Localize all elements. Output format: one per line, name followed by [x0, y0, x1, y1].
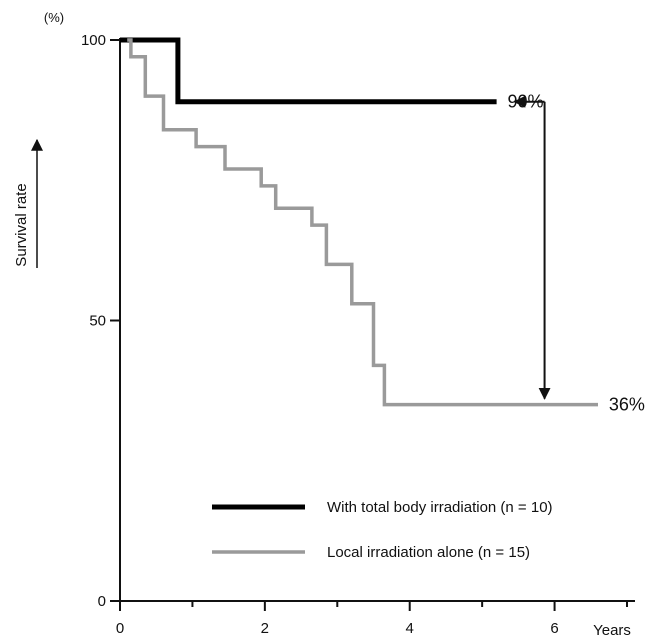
- y-tick-label-50: 50: [89, 313, 106, 330]
- legend-label-1: With total body irradiation (n = 10): [327, 499, 553, 516]
- series-line-1: [120, 37, 497, 105]
- series-line-2: [127, 38, 598, 407]
- y-tick-label-0: 0: [98, 593, 106, 610]
- annotation-label-2: 36%: [609, 395, 645, 415]
- legend-label-2: Local irradiation alone (n = 15): [327, 544, 530, 561]
- x-unit-label: Years: [593, 622, 631, 639]
- y-tick-label-100: 100: [81, 32, 106, 49]
- y-axis-title: Survival rate: [13, 183, 30, 266]
- x-tick-label-4: 4: [406, 620, 414, 637]
- x-tick-label-6: 6: [550, 620, 558, 637]
- x-tick-label-0: 0: [116, 620, 124, 637]
- y-unit-label: (%): [44, 10, 64, 25]
- x-tick-label-2: 2: [261, 620, 269, 637]
